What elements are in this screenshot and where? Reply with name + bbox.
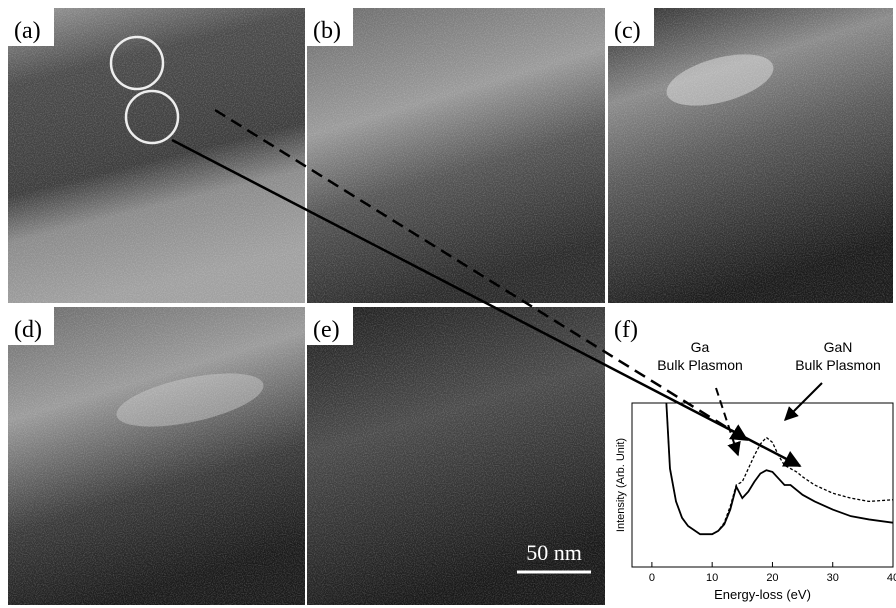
annotation: Bulk Plasmon — [657, 357, 743, 373]
panel-label: (e) — [313, 317, 340, 343]
panel-label: (f) — [614, 317, 638, 343]
panel-label: (c) — [614, 18, 641, 44]
panel-label: (a) — [14, 18, 41, 44]
plot-panel — [608, 307, 896, 605]
scale-bar-label: 50 nm — [526, 540, 582, 565]
x-tick-label: 0 — [649, 572, 655, 584]
x-tick-label: 10 — [706, 572, 718, 584]
y-axis-label: Intensity (Arb. Unit) — [615, 438, 627, 532]
x-axis-label: Energy-loss (eV) — [714, 587, 811, 602]
annotation: GaN — [824, 339, 853, 355]
annotation: Ga — [691, 339, 710, 355]
x-tick-label: 20 — [766, 572, 778, 584]
panel-label: (b) — [313, 18, 341, 44]
panel-label: (d) — [14, 317, 42, 343]
x-tick-label: 30 — [827, 572, 839, 584]
page: (a) (b) (c) (d) (e) (f) 50 nm 0 10 20 30 40 Energy… — [0, 0, 896, 608]
micrographs — [8, 8, 896, 605]
annotation: Bulk Plasmon — [795, 357, 881, 373]
figure: (a) (b) (c) (d) (e) (f) 50 nm 0 10 20 30 40 Energy… — [0, 0, 896, 608]
x-tick-label: 40 — [887, 572, 896, 584]
